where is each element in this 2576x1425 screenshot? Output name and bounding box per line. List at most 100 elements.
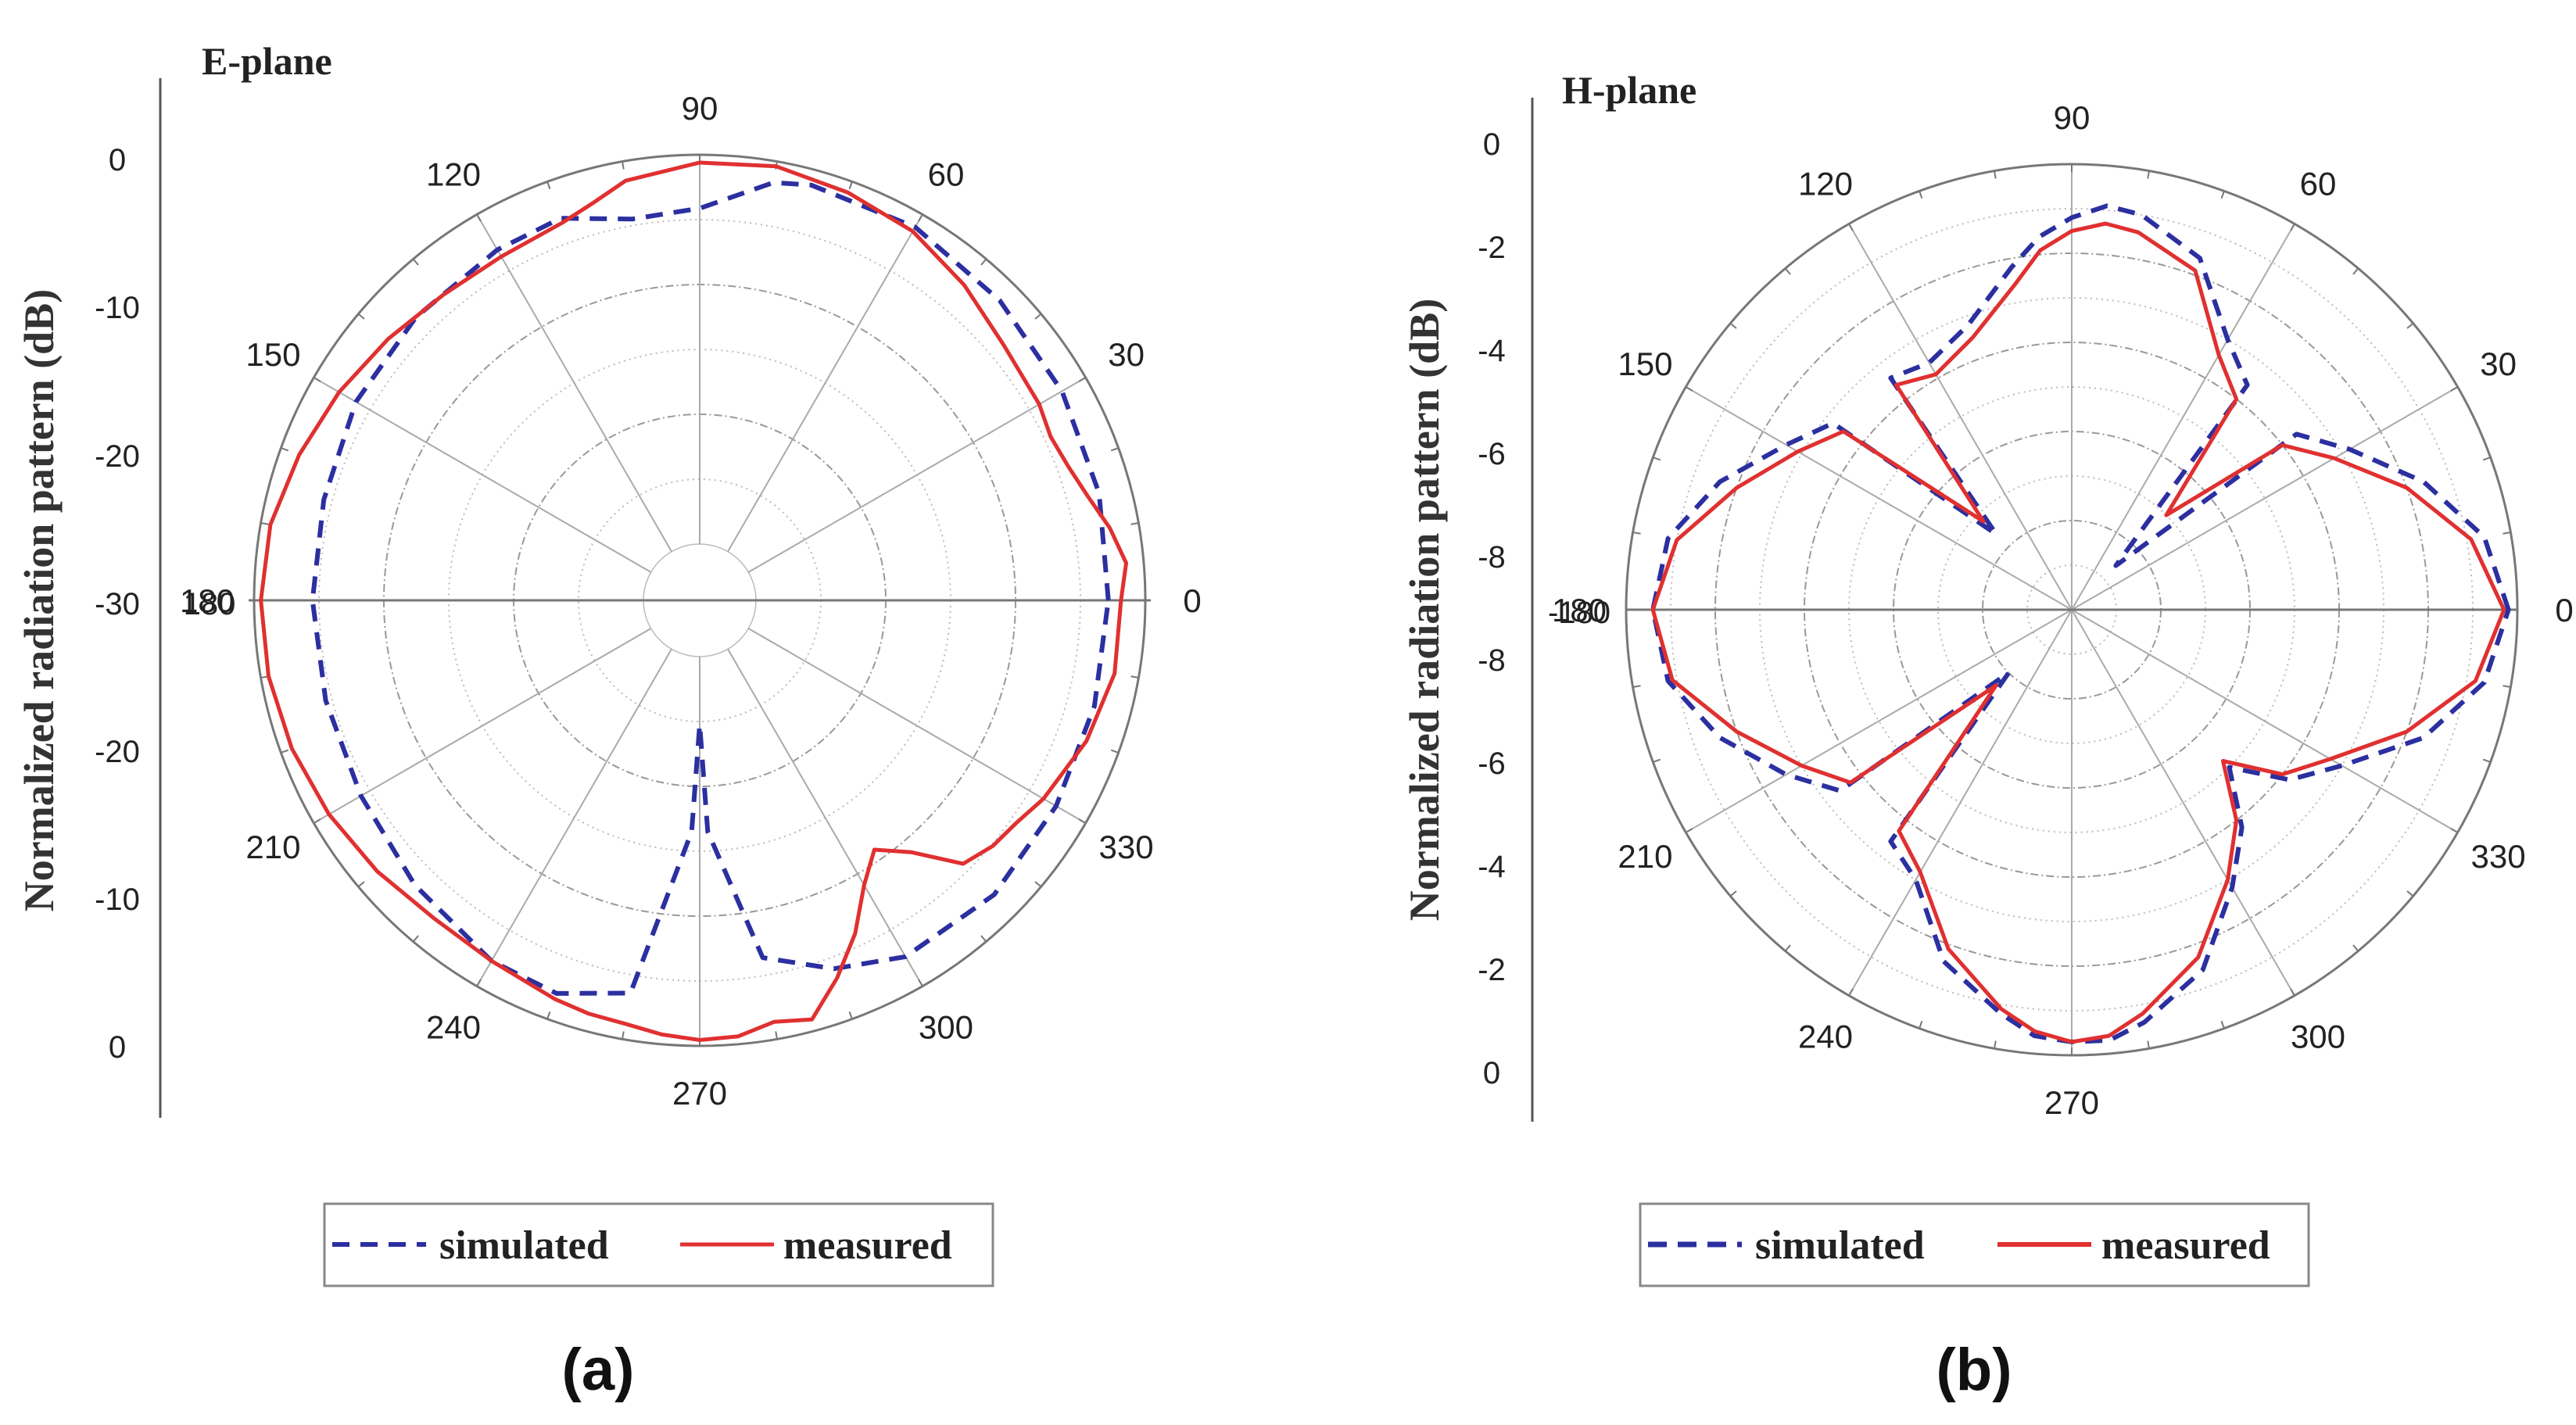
angle-tick	[476, 979, 482, 987]
grid-spoke	[2071, 223, 2295, 610]
series-measured	[259, 160, 1128, 1042]
grid-spoke	[2071, 609, 2295, 997]
legend-measured-label: measured	[2101, 1223, 2270, 1268]
angle-tick	[1034, 881, 1042, 888]
angle-label-0: 0	[2555, 592, 2573, 628]
radial-tick: -20	[95, 735, 140, 769]
angle-label-210: 210	[245, 829, 300, 865]
angle-tick	[980, 935, 987, 943]
grid-spoke	[2071, 609, 2459, 833]
legend-simulated-label: simulated	[439, 1223, 609, 1268]
angle-tick	[1729, 322, 1737, 329]
angle-tick	[2503, 532, 2511, 535]
angle-tick	[357, 881, 365, 888]
legend-box	[323, 1202, 994, 1287]
radial-tick: -2	[1478, 953, 1506, 987]
angle-tick	[1994, 170, 1997, 179]
angle-tick	[2450, 828, 2459, 833]
angle-label-90: 90	[682, 90, 718, 127]
angle-tick	[1130, 522, 1139, 525]
angle-tick	[848, 1011, 853, 1019]
angle-tick	[1130, 675, 1139, 678]
ylabel-a: Normalized radiation pattern (dB)	[16, 289, 63, 911]
angle-tick	[622, 1031, 625, 1040]
angle-tick	[1848, 223, 1854, 231]
angle-tick	[1034, 313, 1042, 320]
angle-tick	[2147, 170, 2150, 179]
angle-tick	[1919, 1020, 1923, 1029]
angle-tick	[313, 818, 321, 824]
grid-spoke	[1685, 609, 2073, 833]
angle-tick	[1994, 1040, 1997, 1049]
angle-tick	[622, 161, 625, 170]
angle-tick	[260, 522, 269, 525]
plot-title-b: H-plane	[1562, 68, 1696, 112]
panel-label-a: (a)	[562, 1337, 635, 1403]
angle-tick	[1078, 377, 1087, 382]
angle-label-90: 90	[2054, 99, 2091, 136]
angle-label-180: 180	[180, 582, 235, 619]
grid-spoke	[727, 213, 923, 553]
angle-tick	[412, 258, 419, 266]
grid-spoke	[313, 628, 652, 824]
grid-spoke	[1685, 386, 2073, 610]
series-a	[259, 160, 1128, 1042]
angle-tick	[2290, 223, 2295, 231]
angle-tick	[1919, 191, 1923, 199]
angle-tick	[1685, 828, 1693, 833]
angle-tick	[2503, 685, 2511, 688]
angle-tick	[1784, 944, 1791, 952]
series-measured	[1650, 221, 2506, 1044]
angle-tick	[546, 1011, 551, 1019]
angle-label-180: 180	[1552, 592, 1607, 628]
grid-spoke	[747, 628, 1087, 824]
angle-tick	[281, 447, 289, 452]
angle-tick	[980, 258, 987, 266]
angle-label-30: 30	[1108, 336, 1145, 373]
legend-b: simulated measured	[1639, 1202, 2310, 1287]
angle-label-270: 270	[2044, 1084, 2099, 1121]
angle-tick	[1685, 386, 1693, 392]
panel-label-b: (b)	[1936, 1337, 2012, 1403]
angle-tick	[2352, 267, 2359, 275]
radial-tick: -10	[95, 883, 140, 917]
angle-label-240: 240	[426, 1009, 481, 1046]
angle-label-210: 210	[1618, 838, 1672, 875]
angle-tick	[1632, 685, 1641, 688]
series-b	[1650, 203, 2511, 1044]
angle-tick	[412, 935, 419, 943]
radial-tick: -30	[95, 587, 140, 621]
angle-tick	[918, 979, 923, 987]
grid-spoke	[476, 213, 672, 553]
ylabel-b: Normalized radiation pattern (dB)	[1401, 299, 1448, 921]
angle-tick	[775, 1031, 778, 1040]
angle-label-120: 120	[426, 156, 481, 192]
angle-tick	[1078, 818, 1087, 824]
angle-label-30: 30	[2480, 346, 2517, 382]
angle-labels-b: 0 30 60 90 120 150 180 210 240 270 300 330	[1552, 99, 2574, 1121]
radial-tick: -8	[1478, 540, 1506, 575]
center-tick: -180	[1548, 596, 1610, 630]
angle-label-0: 0	[1183, 582, 1201, 619]
angle-tick	[2290, 988, 2295, 997]
h-plane-panel: Normalized radiation pattern (dB) 0 -2 -…	[1401, 68, 2574, 1403]
series-simulated	[310, 180, 1111, 996]
angle-tick	[2482, 457, 2491, 461]
grid-spoke	[2071, 386, 2459, 610]
legend-a: simulated measured	[323, 1202, 994, 1287]
angle-tick	[1110, 447, 1119, 452]
angle-tick	[2450, 386, 2459, 392]
angle-label-330: 330	[2471, 838, 2526, 875]
angle-tick	[2482, 758, 2491, 763]
legend-simulated-label: simulated	[1755, 1223, 1925, 1268]
legend-box	[1639, 1202, 2310, 1287]
angle-tick	[1784, 267, 1791, 275]
angle-tick	[546, 181, 551, 190]
series-simulated	[1650, 203, 2511, 1044]
radial-tick-labels-b: 0 -2 -4 -6 -8 -8 -6 -4 -2 0 -180	[1478, 127, 1610, 1090]
radial-tick: -6	[1478, 747, 1506, 781]
center-tick: 180	[184, 587, 236, 621]
radial-tick: 0	[109, 143, 126, 177]
angle-tick	[313, 377, 321, 382]
